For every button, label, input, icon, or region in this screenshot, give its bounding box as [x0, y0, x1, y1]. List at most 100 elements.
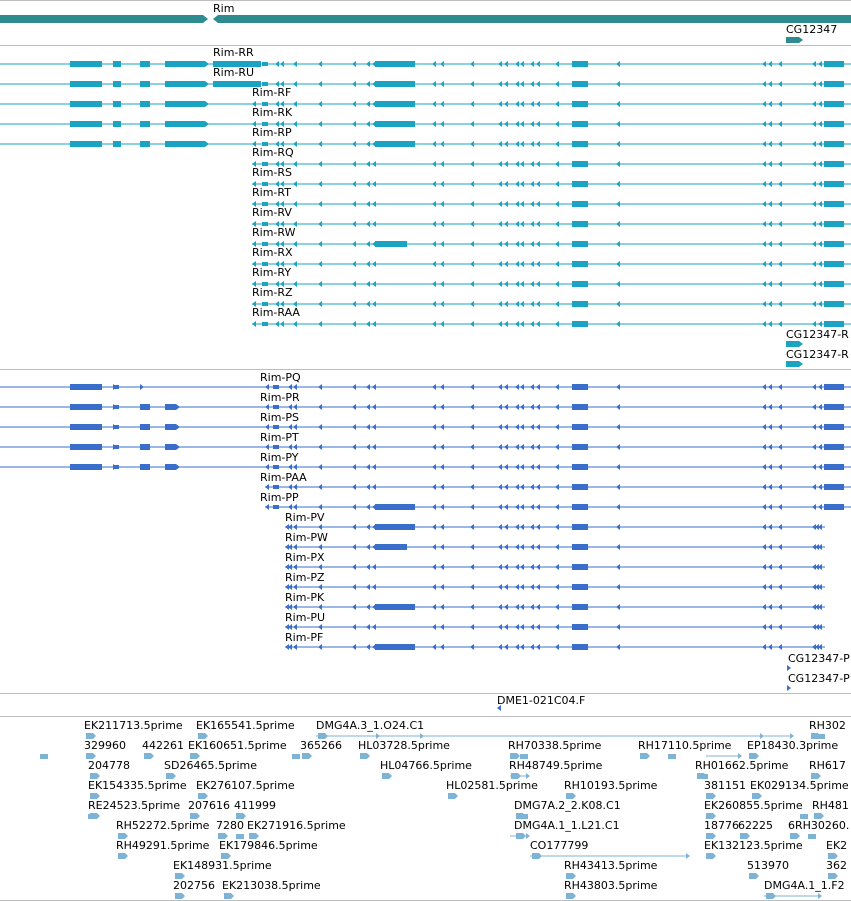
- transcript-row[interactable]: Rim-RQ: [252, 146, 851, 167]
- est-feature[interactable]: EK276107.5prime: [196, 779, 295, 799]
- transcript-row[interactable]: Rim-RY: [252, 266, 851, 287]
- transcript-row[interactable]: Rim-PF: [285, 631, 825, 650]
- transcript-row[interactable]: Rim-PY: [0, 451, 851, 470]
- est-feature[interactable]: SD26465.5prime: [164, 759, 257, 779]
- est-feature[interactable]: HL04766.5prime: [380, 759, 472, 779]
- cg-transcript-row[interactable]: CG12347-R: [786, 348, 849, 367]
- transcript-row[interactable]: Rim-PS: [0, 411, 851, 430]
- primer-feature[interactable]: DME1-021C04.F: [497, 694, 585, 711]
- transcript-row[interactable]: Rim-RK: [0, 106, 851, 127]
- transcript-label: Rim-RS: [252, 166, 292, 179]
- est-feature[interactable]: RH52272.5prime: [116, 819, 210, 839]
- transcript-row[interactable]: Rim-RF: [0, 86, 851, 107]
- est-feature[interactable]: 202756: [173, 879, 215, 899]
- est-feature[interactable]: 365266: [300, 739, 342, 759]
- transcript-row[interactable]: Rim-PAA: [260, 471, 851, 490]
- est-feature[interactable]: DMG4A.1_1.L21.C1: [514, 819, 620, 839]
- est-feature[interactable]: EK213038.5prime: [222, 879, 321, 899]
- est-label: 329960: [84, 739, 126, 752]
- est-feature[interactable]: HL03728.5prime: [358, 739, 450, 759]
- est-feature[interactable]: RH617: [809, 759, 846, 779]
- est-feature[interactable]: EK132123.5prime: [704, 839, 803, 859]
- transcript-row[interactable]: Rim-PK: [285, 591, 825, 610]
- est-label: RH70338.5prime: [508, 739, 602, 752]
- est-feature[interactable]: RH17110.5prime: [638, 739, 732, 759]
- est-feature[interactable]: 204778: [88, 759, 130, 779]
- est-label: DMG4A.3_1.O24.C1: [316, 719, 424, 732]
- cg-transcript-label: CG12347-R: [786, 328, 849, 341]
- est-feature[interactable]: RH302: [809, 719, 846, 739]
- est-feature[interactable]: 442261: [142, 739, 184, 759]
- est-feature[interactable]: 62225: [738, 819, 773, 839]
- est-label: 207616: [188, 799, 230, 812]
- est-feature[interactable]: DMG4A.3_1.O24.C1: [316, 719, 424, 739]
- cg-transcript-label: CG12347-P: [788, 652, 850, 665]
- transcript-row[interactable]: Rim-RW: [252, 226, 851, 247]
- est-block: [800, 814, 808, 819]
- transcript-row[interactable]: Rim-RP: [0, 126, 851, 147]
- transcript-row[interactable]: Rim-RAA: [252, 306, 851, 327]
- transcript-label: Rim-RY: [252, 266, 291, 279]
- transcript-row[interactable]: Rim-RU: [0, 66, 851, 87]
- est-feature[interactable]: 381151: [704, 779, 746, 799]
- est-feature[interactable]: EK148931.5prime: [173, 859, 272, 879]
- est-feature[interactable]: EK154335.5prime: [88, 779, 187, 799]
- est-connector: [530, 853, 690, 859]
- est-feature[interactable]: EK029134.5prime: [750, 779, 849, 799]
- est-feature[interactable]: 362: [826, 859, 847, 879]
- est-label: EK160651.5prime: [188, 739, 287, 752]
- transcript-row[interactable]: Rim-PQ: [0, 371, 851, 390]
- est-label: RH43803.5prime: [564, 879, 658, 892]
- transcript-label: Rim-RZ: [252, 286, 293, 299]
- transcript-row[interactable]: Rim-RR: [0, 46, 851, 67]
- transcript-row[interactable]: Rim-RS: [252, 166, 851, 187]
- est-feature[interactable]: RH49291.5prime: [116, 839, 210, 859]
- est-feature[interactable]: HL02581.5prime: [446, 779, 538, 799]
- est-feature[interactable]: RH10193.5prime: [564, 779, 658, 799]
- est-feature[interactable]: EK165541.5prime: [196, 719, 295, 739]
- est-label: 204778: [88, 759, 130, 772]
- transcript-row[interactable]: Rim-PR: [0, 391, 851, 410]
- transcript-row[interactable]: Rim-RV: [252, 206, 851, 227]
- est-feature[interactable]: EK2: [826, 839, 847, 859]
- est-feature[interactable]: RH43803.5prime: [564, 879, 658, 899]
- est-feature[interactable]: 6RH30260.: [788, 819, 849, 839]
- cg-transcript-row[interactable]: CG12347-P: [787, 652, 850, 671]
- gene-rim[interactable]: Rim: [0, 2, 851, 23]
- est-feature[interactable]: RH43413.5prime: [564, 859, 658, 879]
- est-feature[interactable]: EK260855.5prime: [704, 799, 803, 819]
- transcript-row[interactable]: Rim-PU: [285, 611, 825, 630]
- gene-cg12347[interactable]: CG12347: [786, 23, 837, 43]
- transcript-row[interactable]: Rim-PP: [260, 491, 851, 510]
- transcript-row[interactable]: Rim-PX: [285, 551, 825, 570]
- est-feature[interactable]: 18776: [704, 819, 739, 839]
- est-label: DMG4A.1_1.L21.C1: [514, 819, 620, 832]
- est-feature[interactable]: EK179846.5prime: [219, 839, 318, 859]
- est-feature[interactable]: EP18430.3prime: [747, 739, 838, 759]
- est-feature[interactable]: RH01662.5prime: [695, 759, 789, 779]
- transcript-row[interactable]: Rim-RT: [252, 186, 851, 207]
- est-block: [88, 814, 96, 819]
- est-feature[interactable]: 7280: [216, 819, 244, 839]
- cg-transcript-row[interactable]: CG12347-P: [787, 672, 850, 691]
- est-feature[interactable]: EK271916.5prime: [247, 819, 346, 839]
- transcript-row[interactable]: Rim-PV: [285, 511, 825, 530]
- est-feature[interactable]: DMG7A.2_2.K08.C1: [514, 799, 621, 819]
- transcript-row[interactable]: Rim-RX: [252, 246, 851, 267]
- transcript-row[interactable]: Rim-RZ: [252, 286, 851, 307]
- est-feature[interactable]: EK160651.5prime: [188, 739, 287, 759]
- transcript-row[interactable]: Rim-PT: [0, 431, 851, 450]
- transcript-label: Rim-PR: [260, 391, 300, 404]
- est-feature[interactable]: EK211713.5prime: [84, 719, 183, 739]
- est-feature[interactable]: RH70338.5prime: [508, 739, 602, 759]
- est-feature[interactable]: 513970: [747, 859, 789, 879]
- cg-transcript-label: CG12347-P: [788, 672, 850, 685]
- est-label: 18776: [704, 819, 739, 832]
- est-feature[interactable]: 329960: [84, 739, 126, 759]
- cg-transcript-row[interactable]: CG12347-R: [786, 328, 849, 347]
- est-feature[interactable]: 207616: [188, 799, 230, 819]
- est-feature[interactable]: RH481: [812, 799, 849, 819]
- est-feature[interactable]: RE24523.5prime: [88, 799, 180, 819]
- transcript-row[interactable]: Rim-PW: [285, 531, 825, 550]
- transcript-row[interactable]: Rim-PZ: [285, 571, 825, 590]
